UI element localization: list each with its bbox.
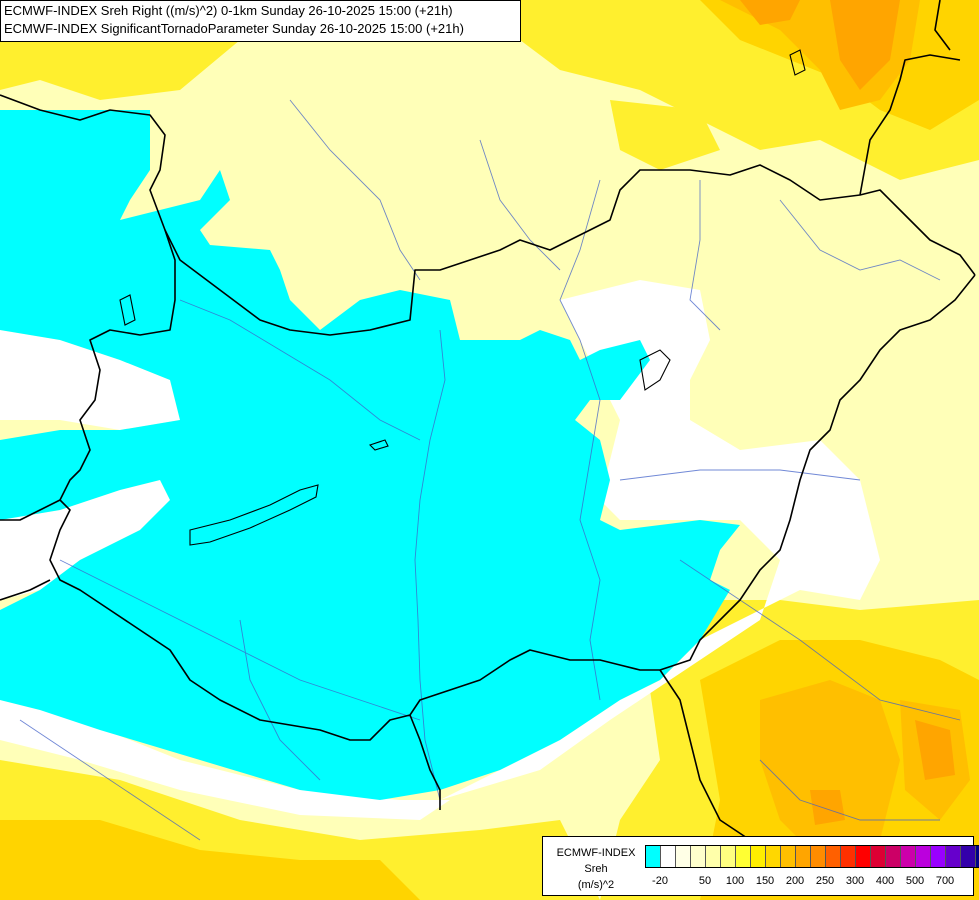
legend-ticks: -20 50 100 150 200 250 300 400 500 700	[645, 875, 965, 889]
legend-swatch	[676, 846, 691, 867]
legend-tick-label: 500	[905, 875, 925, 887]
legend-swatch	[826, 846, 841, 867]
legend-swatch	[751, 846, 766, 867]
country-borders	[0, 0, 976, 841]
legend-swatch	[766, 846, 781, 867]
legend-tick-label: 700	[935, 875, 955, 887]
legend-swatch	[646, 846, 661, 867]
legend-swatch	[811, 846, 826, 867]
legend-swatch	[781, 846, 796, 867]
legend-source: ECMWF-INDEX	[556, 847, 636, 859]
legend-variable: Sreh	[584, 863, 608, 875]
title-line-1: ECMWF-INDEX Sreh Right ((m/s)^2) 0-1km S…	[4, 3, 453, 18]
legend-swatch	[946, 846, 961, 867]
legend-tick-label: 200	[785, 875, 805, 887]
legend-tick-label: 100	[725, 875, 745, 887]
legend-swatch	[856, 846, 871, 867]
legend-swatch	[976, 846, 979, 867]
legend-swatch	[901, 846, 916, 867]
lakes	[119, 49, 806, 546]
legend-swatch	[886, 846, 901, 867]
legend-tick-label: 300	[845, 875, 865, 887]
legend-swatch	[736, 846, 751, 867]
legend-tick-label: 400	[875, 875, 895, 887]
legend-tick-label: 50	[698, 875, 712, 887]
legend-tick-label: -20	[652, 875, 668, 887]
legend-tick-label: 250	[815, 875, 835, 887]
legend-swatch	[916, 846, 931, 867]
sreh-field-neutral	[0, 280, 880, 820]
map-title: ECMWF-INDEX Sreh Right ((m/s)^2) 0-1km S…	[0, 0, 521, 42]
legend-swatch	[871, 846, 886, 867]
title-line-2: ECMWF-INDEX SignificantTornadoParameter …	[4, 21, 464, 36]
legend-swatch	[931, 846, 946, 867]
legend-swatch	[841, 846, 856, 867]
legend-label: ECMWF-INDEX Sreh (m/s)^2	[547, 845, 645, 893]
sreh-field-negative	[0, 110, 740, 800]
rivers	[19, 99, 961, 841]
legend-swatches	[645, 845, 979, 868]
legend-tick-label: 150	[755, 875, 775, 887]
legend-swatch	[721, 846, 736, 867]
legend-unit: (m/s)^2	[577, 879, 615, 891]
legend-swatch	[796, 846, 811, 867]
legend-swatch	[706, 846, 721, 867]
color-legend: ECMWF-INDEX Sreh (m/s)^2 -20 50 100 150 200 2…	[542, 836, 979, 896]
legend-swatch	[661, 846, 676, 867]
legend-swatch	[961, 846, 976, 867]
legend-swatch	[691, 846, 706, 867]
